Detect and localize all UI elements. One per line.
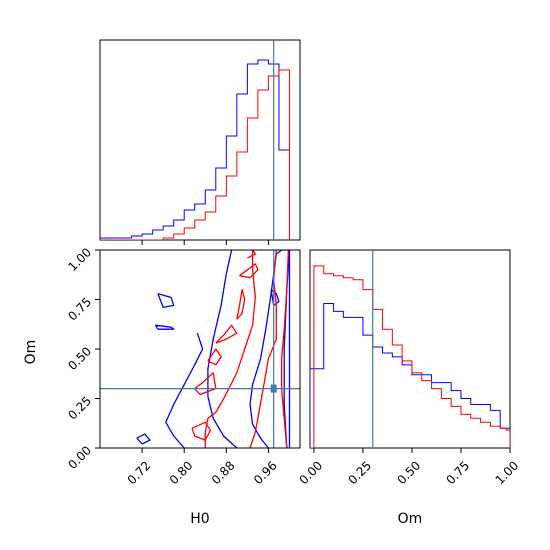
contour-line bbox=[249, 250, 291, 448]
contour-line bbox=[157, 292, 175, 309]
h0-histogram-panel bbox=[99, 39, 301, 245]
contour-xtick-label: 0.96 bbox=[251, 458, 280, 487]
contour-line bbox=[154, 324, 175, 330]
h0-om-contour-panel: 0.72 0.80 0.88 0.96 0.00 0.25 0.50 0.75 1.00 H0 Om bbox=[23, 245, 301, 527]
contour-ytick-label: 0.00 bbox=[65, 443, 94, 472]
contour-ytick-label: 0.50 bbox=[65, 344, 94, 373]
contour-xtick-label: 0.72 bbox=[125, 458, 154, 487]
contour-line bbox=[247, 250, 256, 259]
contour-line bbox=[215, 324, 238, 344]
contour-line bbox=[207, 348, 222, 366]
contour-line bbox=[165, 332, 204, 448]
om-histogram-xtick-label: 0.25 bbox=[345, 458, 374, 487]
om-histogram-panel: 0.00 0.25 0.50 0.75 1.00 Om bbox=[296, 249, 522, 527]
om-histogram-xtick-label: 1.00 bbox=[493, 458, 522, 487]
contour-line bbox=[249, 250, 277, 448]
om-histogram-step bbox=[310, 265, 510, 448]
contour-line bbox=[204, 250, 256, 448]
contour-line bbox=[207, 250, 238, 448]
h0-histogram-frame bbox=[99, 39, 301, 241]
contour-ytick-label: 0.25 bbox=[65, 394, 94, 423]
h0-histogram-step bbox=[100, 69, 290, 240]
truth-marker bbox=[270, 384, 277, 393]
contour-xtick-label: 0.80 bbox=[167, 458, 196, 487]
x-axis-label-om: Om bbox=[398, 511, 423, 527]
contour-ytick-label: 1.00 bbox=[65, 245, 94, 274]
om-histogram-xtick-label: 0.00 bbox=[296, 458, 325, 487]
contour-xtick-label: 0.88 bbox=[209, 458, 238, 487]
om-histogram-xtick-label: 0.75 bbox=[444, 458, 473, 487]
om-histogram-step bbox=[310, 302, 510, 448]
contour-frame bbox=[99, 249, 301, 449]
om-histogram-frame bbox=[309, 249, 511, 449]
contour-line bbox=[236, 288, 246, 320]
contour-ytick-label: 0.75 bbox=[65, 295, 94, 324]
contour-line bbox=[136, 433, 151, 445]
x-axis-label-h0: H0 bbox=[190, 511, 209, 527]
contour-line bbox=[280, 250, 290, 448]
h0-histogram-step bbox=[100, 59, 290, 240]
contour-line bbox=[191, 421, 212, 441]
om-histogram-xtick-label: 0.50 bbox=[395, 458, 424, 487]
contour-line bbox=[239, 263, 259, 279]
y-axis-label-om: Om bbox=[23, 340, 39, 365]
contour-line bbox=[194, 372, 217, 396]
